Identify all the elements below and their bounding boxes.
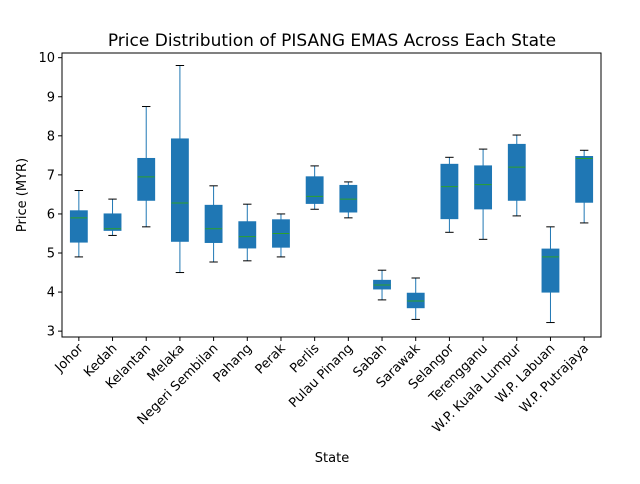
y-tick-label: 9 bbox=[47, 90, 55, 105]
box bbox=[171, 139, 188, 241]
box bbox=[508, 144, 525, 200]
chart-title: Price Distribution of PISANG EMAS Across… bbox=[108, 31, 556, 51]
box bbox=[576, 157, 593, 203]
box bbox=[306, 177, 323, 204]
box bbox=[205, 205, 222, 242]
x-axis-label: State bbox=[315, 451, 349, 466]
y-tick-label: 4 bbox=[47, 286, 55, 301]
y-axis-label: Price (MYR) bbox=[15, 158, 30, 232]
box bbox=[70, 211, 87, 242]
box bbox=[239, 222, 256, 248]
y-tick-label: 5 bbox=[47, 247, 55, 262]
y-tick-label: 3 bbox=[47, 325, 55, 340]
y-tick-label: 8 bbox=[47, 129, 55, 144]
box bbox=[441, 164, 458, 218]
box bbox=[542, 249, 559, 292]
box bbox=[407, 293, 424, 307]
box bbox=[475, 166, 492, 209]
y-tick-label: 7 bbox=[47, 168, 55, 183]
y-tick-label: 6 bbox=[47, 207, 55, 222]
box bbox=[138, 158, 155, 200]
y-tick-label: 10 bbox=[38, 51, 55, 66]
box bbox=[104, 214, 121, 230]
